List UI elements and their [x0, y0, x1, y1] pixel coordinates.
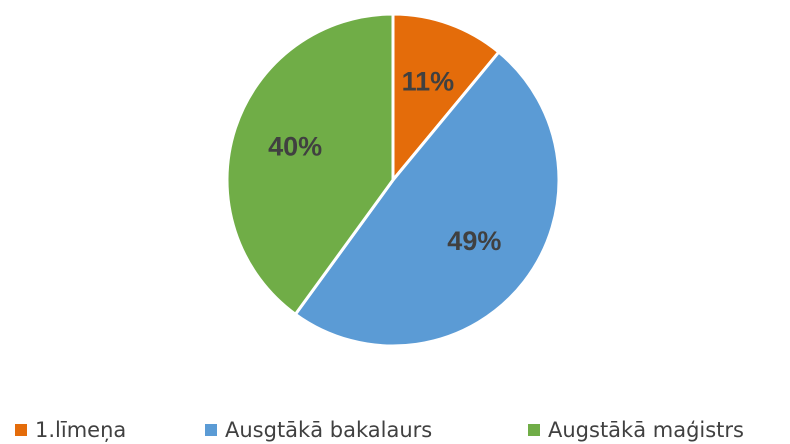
legend-swatch [15, 424, 27, 436]
legend-label: Ausgtākā bakalaurs [225, 418, 432, 442]
pie-slice [293, 49, 561, 348]
legend-swatch [528, 424, 540, 436]
legend-label: 1.līmeņa [35, 418, 126, 442]
data-label: 49% [447, 226, 501, 256]
pie-slice [391, 12, 501, 185]
legend-label: Augstākā maģistrs [548, 418, 744, 442]
data-label: 40% [268, 131, 322, 161]
legend-swatch [205, 424, 217, 436]
pie-slice [225, 12, 395, 317]
data-label: 11% [402, 66, 455, 96]
